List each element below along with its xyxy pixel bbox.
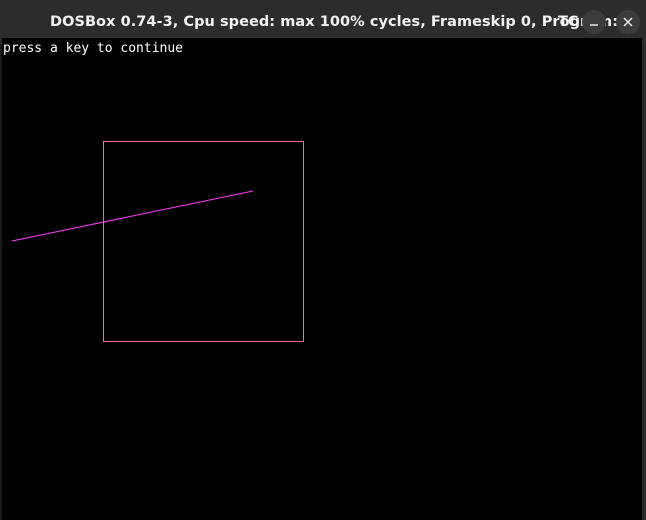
window-titlebar[interactable]: DOSBox 0.74-3, Cpu speed: max 100% cycle…: [0, 0, 646, 44]
graphics-canvas: [11, 141, 304, 342]
drawn-rectangle: [103, 141, 304, 342]
window-title: DOSBox 0.74-3, Cpu speed: max 100% cycle…: [50, 14, 619, 30]
window-title-tail: TC: [558, 14, 579, 30]
close-icon: [623, 17, 633, 27]
minimize-button[interactable]: [582, 10, 606, 34]
drawn-line: [11, 190, 254, 242]
continue-prompt: press a key to continue: [3, 41, 184, 56]
close-button[interactable]: [616, 10, 640, 34]
background-window-edge-left: [0, 44, 2, 520]
minimize-icon: [590, 24, 598, 26]
dosbox-screen[interactable]: press a key to continue: [2, 38, 642, 520]
background-window-edge-right: [642, 44, 646, 520]
